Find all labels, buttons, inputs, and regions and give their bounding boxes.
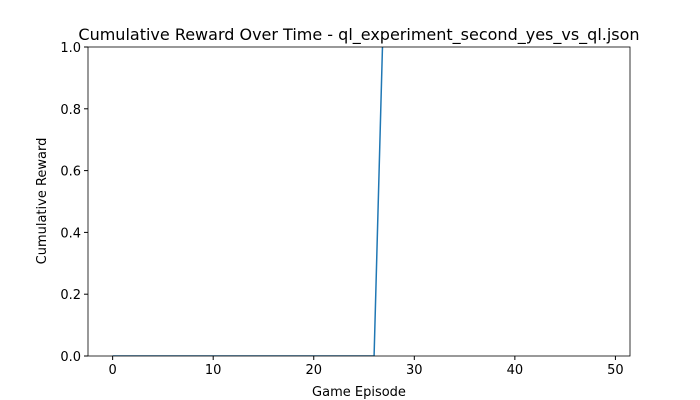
y-tick-label: 0.4 bbox=[60, 226, 81, 241]
x-tick-label: 30 bbox=[406, 363, 423, 378]
x-tick-label: 0 bbox=[108, 363, 116, 378]
line bbox=[112, 47, 384, 356]
y-tick-label: 0.8 bbox=[60, 103, 81, 118]
chart-title: Cumulative Reward Over Time - ql_experim… bbox=[78, 25, 639, 45]
y-tick-label: 0.0 bbox=[60, 350, 81, 365]
y-tick-label: 0.6 bbox=[60, 165, 81, 180]
plot-frame bbox=[87, 46, 631, 357]
y-axis-label: Cumulative Reward bbox=[35, 138, 50, 265]
x-axis-label: Game Episode bbox=[312, 385, 406, 400]
x-tick-label: 40 bbox=[507, 363, 524, 378]
y-tick-label: 0.2 bbox=[60, 288, 81, 303]
y-tick-label: 1.0 bbox=[60, 41, 81, 56]
x-tick-label: 20 bbox=[305, 363, 322, 378]
x-tick-label: 50 bbox=[607, 363, 624, 378]
x-tick-label: 10 bbox=[205, 363, 222, 378]
